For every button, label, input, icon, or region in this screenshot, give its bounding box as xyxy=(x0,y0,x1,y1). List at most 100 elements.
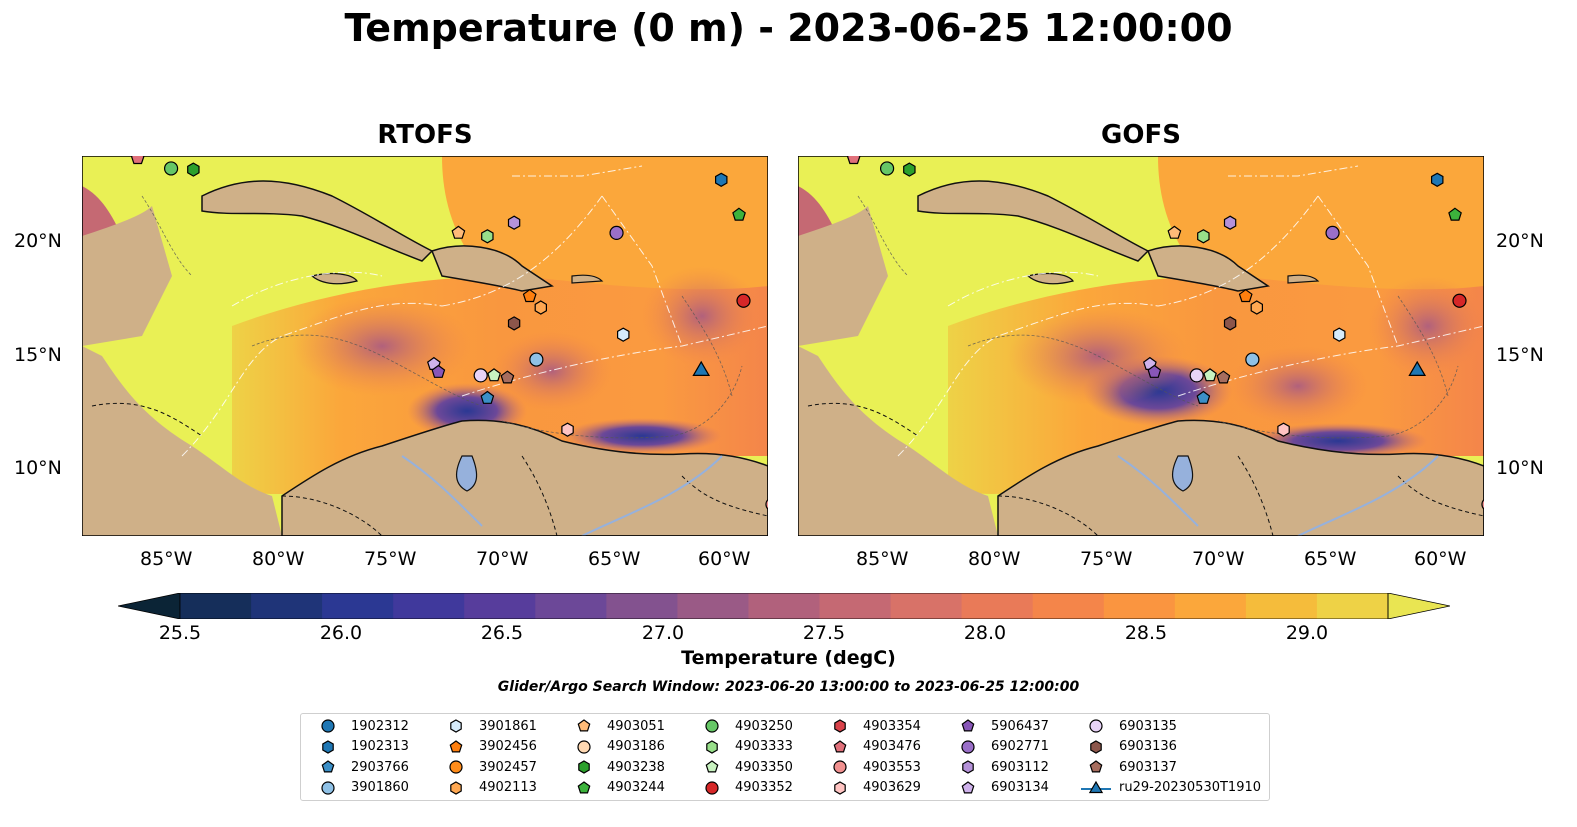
lon-label: 60°W xyxy=(1414,548,1467,570)
legend-marker-icon xyxy=(833,739,847,752)
legend-marker-icon xyxy=(962,760,974,774)
float-marker xyxy=(609,225,624,241)
legend-label: 5906437 xyxy=(991,718,1049,734)
colorbar-tick: 29.0 xyxy=(1285,622,1329,644)
lon-label: 65°W xyxy=(588,548,641,570)
float-marker xyxy=(1325,225,1340,241)
legend-marker-icon xyxy=(578,760,590,774)
colorbar-cell xyxy=(1245,593,1318,619)
legend-label: 4903350 xyxy=(735,759,793,775)
legend-label: 3901860 xyxy=(351,780,409,795)
legend-item: 6903134 xyxy=(953,778,1049,798)
legend-label: 2903766 xyxy=(351,759,409,775)
legend-marker-icon xyxy=(834,719,846,733)
legend-marker-icon xyxy=(449,760,463,774)
legend-item: 6903135 xyxy=(1081,716,1177,736)
legend-marker-icon xyxy=(450,719,462,733)
colorbar-tick: 28.0 xyxy=(963,622,1007,644)
lon-label: 60°W xyxy=(698,548,751,570)
float-marker xyxy=(1167,225,1182,239)
float-marker xyxy=(130,156,145,165)
float-marker xyxy=(431,364,446,378)
legend-marker-icon xyxy=(961,739,975,754)
colorbar-cell xyxy=(890,593,963,619)
colorbar-tick: 27.0 xyxy=(641,622,685,644)
colorbar-cell xyxy=(180,593,252,619)
legend-marker-icon xyxy=(450,780,462,795)
legend-marker-icon xyxy=(449,739,463,752)
legend-item: 4903629 xyxy=(825,778,921,798)
legend-marker-icon xyxy=(577,780,591,793)
lon-label: 85°W xyxy=(140,548,193,570)
colorbar-tick: 27.5 xyxy=(802,622,846,644)
lat-label: 10°N xyxy=(14,457,62,479)
lat-label: 20°N xyxy=(1496,230,1544,252)
legend-item: 4903350 xyxy=(697,757,793,777)
legend-marker-icon xyxy=(1089,719,1103,733)
colorbar-label: Temperature (degC) xyxy=(681,647,896,669)
legend-item: 1902312 xyxy=(313,716,409,736)
map-gofs xyxy=(798,156,1484,536)
float-marker xyxy=(163,161,179,176)
lon-label: 70°W xyxy=(1192,548,1245,570)
float-marker xyxy=(846,156,861,165)
float-marker xyxy=(765,498,768,510)
legend-label: 6903137 xyxy=(1119,759,1177,775)
legend-item: 3901860 xyxy=(313,778,409,798)
lat-label: 15°N xyxy=(14,344,62,366)
float-markers-gofs xyxy=(846,156,1484,510)
legend-marker-icon xyxy=(577,739,591,754)
legend-item: 4903051 xyxy=(569,716,665,736)
float-marker xyxy=(1147,364,1162,378)
legend-item: 6902771 xyxy=(953,737,1049,757)
legend-item: 3902456 xyxy=(441,737,537,757)
legend-item: 4903333 xyxy=(697,737,793,757)
legend-item: 4903354 xyxy=(825,716,921,736)
colorbar-cell xyxy=(819,593,892,619)
legend-item: 5906437 xyxy=(953,716,1049,736)
colorbar-cell xyxy=(606,593,678,619)
float-marker xyxy=(500,370,515,384)
legend-marker-icon xyxy=(1090,739,1102,754)
colorbar-cell xyxy=(748,593,821,619)
legend: 1902312 1902313 2903766 3901860 3901861 39024… xyxy=(300,713,1270,801)
legend-label: 6903134 xyxy=(991,780,1049,795)
float-markers-rtofs xyxy=(130,156,768,510)
float-marker xyxy=(1448,207,1462,221)
lat-label: 10°N xyxy=(1496,457,1544,479)
colorbar xyxy=(118,593,1450,619)
legend-marker-icon xyxy=(833,760,847,774)
lon-label: 75°W xyxy=(1080,548,1133,570)
legend-label: 3901861 xyxy=(479,718,537,734)
legend-marker-icon xyxy=(577,719,591,732)
float-marker xyxy=(1223,316,1237,331)
search-window-text: Glider/Argo Search Window: 2023-06-20 13… xyxy=(497,679,1080,695)
legend-item: 6903136 xyxy=(1081,737,1177,757)
legend-label: 3902456 xyxy=(479,739,537,754)
legend-label: 4903051 xyxy=(607,718,665,734)
legend-item: 4902113 xyxy=(441,778,537,798)
float-marker xyxy=(1189,368,1204,383)
legend-label: 4903186 xyxy=(607,739,665,754)
legend-item: 4903250 xyxy=(697,716,793,736)
float-marker xyxy=(1238,288,1253,303)
colorbar-cell xyxy=(322,593,394,619)
colorbar-cell xyxy=(1103,593,1176,619)
legend-label: 4903629 xyxy=(863,780,921,795)
float-marker xyxy=(451,225,466,239)
legend-marker-icon xyxy=(322,739,334,754)
lat-label: 20°N xyxy=(14,230,62,252)
legend-marker-icon xyxy=(1089,760,1103,773)
legend-marker-icon xyxy=(321,760,335,773)
legend-item: 3902457 xyxy=(441,757,537,777)
lon-label: 70°W xyxy=(476,548,529,570)
figure-title: Temperature (0 m) - 2023-06-25 12:00:00 xyxy=(344,6,1233,50)
legend-label: 4903333 xyxy=(735,739,793,754)
legend-item: 4903186 xyxy=(569,737,665,757)
legend-marker-icon xyxy=(961,780,975,793)
colorbar-cell xyxy=(393,593,465,619)
colorbar-cell xyxy=(677,593,749,619)
float-marker xyxy=(1203,368,1217,382)
legend-label: 1902313 xyxy=(351,739,409,754)
colorbar-cell xyxy=(1316,593,1389,619)
